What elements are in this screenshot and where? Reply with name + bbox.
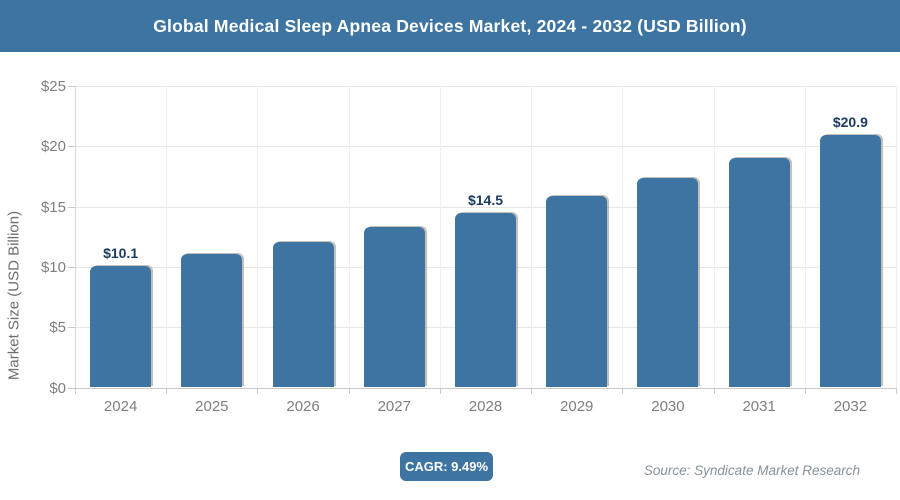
bar (728, 158, 790, 388)
cagr-badge: CAGR: 9.49% (400, 452, 493, 481)
bar-value-label: $10.1 (103, 244, 139, 261)
x-axis-tick (622, 387, 624, 394)
x-tick-label: 2025 (195, 397, 229, 415)
v-gridline (439, 86, 441, 388)
y-axis-tick (68, 206, 75, 208)
y-axis-title: Market Size (USD Billion) (5, 210, 23, 381)
chart-title: Global Medical Sleep Apnea Devices Marke… (153, 15, 747, 36)
x-axis-tick (439, 387, 441, 394)
chart-title-bar: Global Medical Sleep Apnea Devices Marke… (0, 0, 900, 52)
x-axis-tick (804, 387, 806, 394)
plot-area: Market Size (USD Billion) $0 $5 $10 $15 $20 $… (0, 52, 900, 442)
bar (546, 195, 608, 388)
y-axis-tick (68, 387, 75, 389)
bar (181, 253, 243, 388)
x-tick-label: 2032 (833, 397, 868, 415)
x-axis-tick (348, 387, 350, 394)
bar-value-label: $20.9 (832, 114, 868, 131)
bar (637, 177, 699, 388)
h-gridline (75, 146, 896, 148)
h-gridline (75, 206, 896, 208)
x-tick-label: 2031 (742, 397, 776, 415)
v-gridline (622, 86, 624, 388)
x-axis-tick (166, 387, 168, 394)
v-gridline (166, 86, 168, 388)
x-axis-tick (896, 387, 897, 394)
x-axis-tick (713, 387, 715, 394)
v-gridline (713, 86, 715, 388)
bar (363, 227, 425, 388)
x-tick-label: 2028 (468, 397, 503, 415)
bar (819, 135, 881, 388)
v-gridline (804, 86, 806, 388)
v-gridline (531, 86, 533, 388)
x-tick-label: 2024 (103, 397, 138, 415)
x-axis-tick (75, 387, 76, 394)
v-gridline (348, 86, 350, 388)
x-axis-tick (257, 387, 259, 394)
h-gridline (75, 86, 896, 87)
y-axis-tick (68, 146, 75, 148)
y-axis-tick (68, 266, 75, 268)
h-gridline (75, 387, 896, 389)
y-tick-label: $20 (40, 138, 66, 156)
cagr-badge-label: CAGR: 9.49% (404, 459, 489, 474)
v-gridline (75, 86, 76, 388)
y-axis-tick (68, 86, 75, 87)
bar-value-label: $14.5 (467, 191, 504, 208)
x-tick-label: 2026 (286, 397, 320, 415)
y-tick-label: $0 (49, 379, 66, 397)
bar (90, 265, 152, 388)
y-tick-label: $25 (40, 78, 66, 95)
bar (272, 241, 334, 388)
bar (455, 212, 516, 388)
y-tick-label: $10 (40, 258, 66, 276)
y-tick-label: $15 (40, 198, 66, 216)
x-tick-label: 2027 (377, 397, 411, 415)
v-gridline (257, 86, 259, 388)
y-axis-tick (68, 327, 75, 329)
y-tick-label: $5 (49, 319, 66, 337)
x-axis-tick (531, 387, 533, 394)
v-gridline (896, 86, 897, 388)
source-text: Source: Syndicate Market Research (643, 463, 860, 478)
x-tick-label: 2030 (651, 397, 685, 415)
x-tick-label: 2029 (560, 397, 594, 415)
